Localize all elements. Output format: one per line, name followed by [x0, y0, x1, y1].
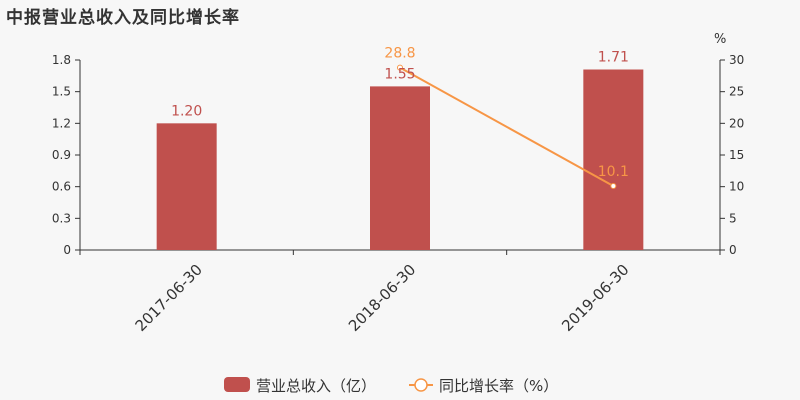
y-right-unit: % [714, 32, 726, 47]
x-category-label: 2018-06-30 [345, 261, 419, 335]
y-right-tick-label: 25 [729, 85, 744, 99]
y-right-tick-label: 15 [729, 148, 744, 162]
legend-line-label: 同比增长率（%） [439, 377, 558, 395]
y-left-tick-label: 1.5 [52, 85, 71, 99]
bar-data-label: 1.55 [384, 66, 415, 82]
line-data-label: 10.1 [598, 164, 629, 180]
bar [370, 86, 430, 250]
bars-layer [156, 69, 644, 250]
y-right-tick-label: 0 [729, 243, 737, 257]
legend-layer: 营业总收入（亿） 同比增长率（%） [224, 377, 558, 395]
bar-data-label: 1.20 [171, 103, 202, 119]
y-left-tick-label: 0.6 [52, 180, 71, 194]
bar [156, 123, 217, 250]
legend-bar-swatch [224, 377, 250, 392]
line-series [399, 66, 614, 187]
chart-title: 中报营业总收入及同比增长率 [6, 8, 240, 28]
y-left-tick-label: 0 [63, 243, 71, 257]
legend-bar-label: 营业总收入（亿） [256, 377, 376, 395]
line-data-label: 28.8 [384, 46, 415, 62]
y-left-tick-label: 0.9 [52, 148, 71, 162]
y-left-tick-label: 1.2 [52, 116, 71, 130]
y-right-tick-label: 5 [729, 211, 737, 225]
legend-line-marker [414, 378, 428, 392]
line-point [397, 64, 403, 71]
y-left-tick-label: 1.8 [52, 53, 71, 67]
y-right-tick-label: 10 [729, 180, 744, 194]
y-left-tick-label: 0.3 [52, 211, 71, 225]
x-category-label: 2019-06-30 [558, 261, 632, 335]
labels-layer: 1.20 1.55 1.71 28.8 10.1 [171, 46, 629, 180]
bar-data-label: 1.71 [598, 50, 629, 66]
x-category-label: 2017-06-30 [132, 261, 206, 335]
y-right-tick-label: 20 [729, 116, 744, 130]
y-right-tick-label: 30 [729, 53, 744, 67]
line-point [610, 183, 617, 190]
bar [583, 69, 644, 250]
line-layer [397, 64, 617, 190]
